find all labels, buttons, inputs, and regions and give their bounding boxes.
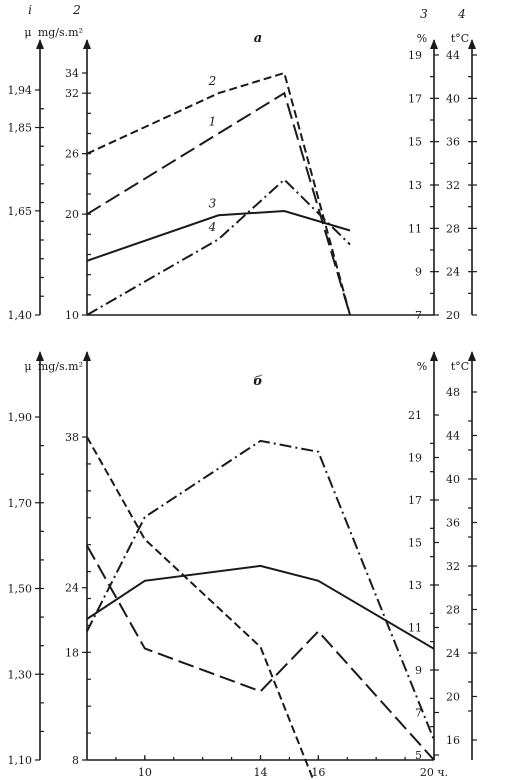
series-label: 1 bbox=[209, 115, 217, 129]
tick-label: 26 bbox=[65, 148, 79, 161]
tick-label: 20 bbox=[446, 691, 460, 704]
tick-label: 32 bbox=[446, 179, 460, 192]
tick-label: 18 bbox=[65, 646, 79, 659]
axis-arrow bbox=[468, 39, 476, 49]
tick-label: 44 bbox=[446, 430, 460, 443]
tick-label: 1,90 bbox=[8, 411, 33, 424]
tick-label: 10 bbox=[65, 309, 79, 322]
tick-label: 44 bbox=[446, 49, 460, 62]
axis-arrow bbox=[83, 351, 91, 361]
x-tick-label: 16 bbox=[311, 766, 325, 779]
tick-label: 28 bbox=[446, 222, 460, 235]
series-line bbox=[86, 178, 351, 316]
tick-label: 36 bbox=[446, 136, 460, 149]
series-line bbox=[86, 209, 351, 262]
tick-label: 1,40 bbox=[8, 309, 33, 322]
axis-unit-label: mg/s.m² bbox=[38, 360, 83, 373]
axis-arrow bbox=[468, 351, 476, 361]
axis-number-label: 4 bbox=[457, 7, 466, 21]
tick-label: 1,30 bbox=[8, 668, 33, 681]
axis-unit-label: mg/s.m² bbox=[38, 26, 83, 39]
tick-label: 21 bbox=[408, 409, 422, 422]
tick-label: 48 bbox=[446, 386, 460, 399]
tick-label: 15 bbox=[408, 537, 422, 550]
tick-label: 13 bbox=[408, 579, 422, 592]
axis-arrow bbox=[36, 351, 44, 361]
axis-arrow bbox=[83, 39, 91, 49]
series-label: 3 bbox=[209, 196, 217, 210]
tick-label: 16 bbox=[446, 734, 460, 747]
axis-arrow bbox=[430, 39, 438, 49]
tick-label: 8 bbox=[72, 754, 79, 767]
tick-label: 32 bbox=[65, 87, 79, 100]
tick-label: 17 bbox=[408, 494, 422, 507]
axis-unit-label: % bbox=[417, 32, 427, 45]
tick-label: 36 bbox=[446, 517, 460, 530]
series-line bbox=[86, 436, 315, 780]
tick-label: 1,70 bbox=[8, 497, 33, 510]
series-line bbox=[86, 564, 435, 650]
tick-label: 1,50 bbox=[8, 583, 33, 596]
x-tick-label: 20 ч. bbox=[420, 766, 448, 779]
panel-label: а bbox=[254, 31, 262, 46]
axis-unit-label: % bbox=[417, 360, 427, 373]
tick-label: 1,65 bbox=[8, 205, 33, 218]
tick-label: 13 bbox=[408, 179, 422, 192]
tick-label: 11 bbox=[408, 222, 422, 235]
tick-label: 11 bbox=[408, 622, 422, 635]
axis-unit-label: t°C bbox=[451, 32, 469, 45]
tick-label: 7 bbox=[415, 309, 422, 322]
tick-label: 9 bbox=[415, 266, 422, 279]
tick-label: 5 bbox=[415, 749, 422, 762]
series-label: 2 bbox=[208, 74, 217, 88]
axis-arrow bbox=[36, 39, 44, 49]
x-tick-label: 14 bbox=[254, 766, 268, 779]
tick-label: 17 bbox=[408, 92, 422, 105]
series-line bbox=[86, 439, 435, 741]
tick-label: 9 bbox=[415, 664, 422, 677]
tick-label: 19 bbox=[408, 452, 422, 465]
series-line bbox=[86, 545, 435, 761]
tick-label: 28 bbox=[446, 604, 460, 617]
axis-unit-label: t°C bbox=[451, 360, 469, 373]
axis-unit-label: μ bbox=[24, 26, 31, 39]
panel-label: б bbox=[253, 374, 263, 389]
tick-label: 1,94 bbox=[8, 84, 33, 97]
axis-unit-label: μ bbox=[24, 360, 31, 373]
axis-number-label: 2 bbox=[72, 3, 81, 17]
tick-label: 19 bbox=[408, 49, 422, 62]
x-tick-label: 10 bbox=[138, 766, 152, 779]
tick-label: 7 bbox=[415, 707, 422, 720]
axis-number-label: 3 bbox=[420, 7, 428, 21]
tick-label: 20 bbox=[446, 309, 460, 322]
tick-label: 24 bbox=[446, 266, 460, 279]
tick-label: 34 bbox=[65, 67, 79, 80]
tick-label: 24 bbox=[446, 647, 460, 660]
tick-label: 38 bbox=[65, 431, 79, 444]
tick-label: 32 bbox=[446, 560, 460, 573]
tick-label: 20 bbox=[65, 208, 79, 221]
tick-label: 24 bbox=[65, 582, 79, 595]
tick-label: 1,85 bbox=[8, 122, 33, 135]
tick-label: 15 bbox=[408, 136, 422, 149]
axis-arrow bbox=[430, 351, 438, 361]
series-line bbox=[86, 91, 351, 316]
series-line bbox=[86, 71, 351, 316]
tick-label: 40 bbox=[446, 473, 460, 486]
series-label: 4 bbox=[208, 220, 217, 234]
tick-label: 1,10 bbox=[8, 754, 33, 767]
axis-number-label: i bbox=[28, 3, 32, 17]
tick-label: 40 bbox=[446, 92, 460, 105]
